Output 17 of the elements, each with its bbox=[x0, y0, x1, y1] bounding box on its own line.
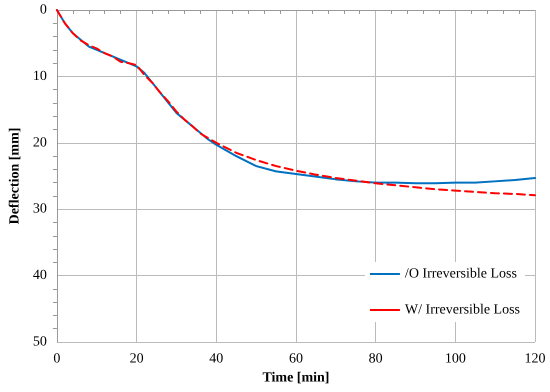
y-tick-label: 40 bbox=[32, 268, 47, 284]
legend-label: W/ Irreversible Loss bbox=[404, 302, 520, 318]
y-tick-label: 20 bbox=[32, 135, 47, 150]
y-tick-label: 0 bbox=[40, 2, 47, 18]
x-tick-label: 120 bbox=[524, 352, 546, 366]
legend-label: /O Irreversible Loss bbox=[404, 266, 517, 282]
y-tick-label: 10 bbox=[32, 68, 47, 84]
x-tick-label: 40 bbox=[209, 352, 224, 366]
y-tick-label: 30 bbox=[32, 202, 47, 217]
x-tick-label: 80 bbox=[368, 352, 383, 366]
y-axis-title: Deflection [mm] bbox=[8, 128, 22, 224]
y-tick-label: 50 bbox=[32, 334, 47, 350]
x-tick-label: 100 bbox=[444, 352, 466, 366]
x-tick-label: 20 bbox=[130, 352, 144, 366]
x-tick-label: 60 bbox=[288, 352, 303, 366]
x-axis-title: Time [min] bbox=[262, 370, 330, 386]
x-tick-label: 0 bbox=[53, 352, 60, 366]
